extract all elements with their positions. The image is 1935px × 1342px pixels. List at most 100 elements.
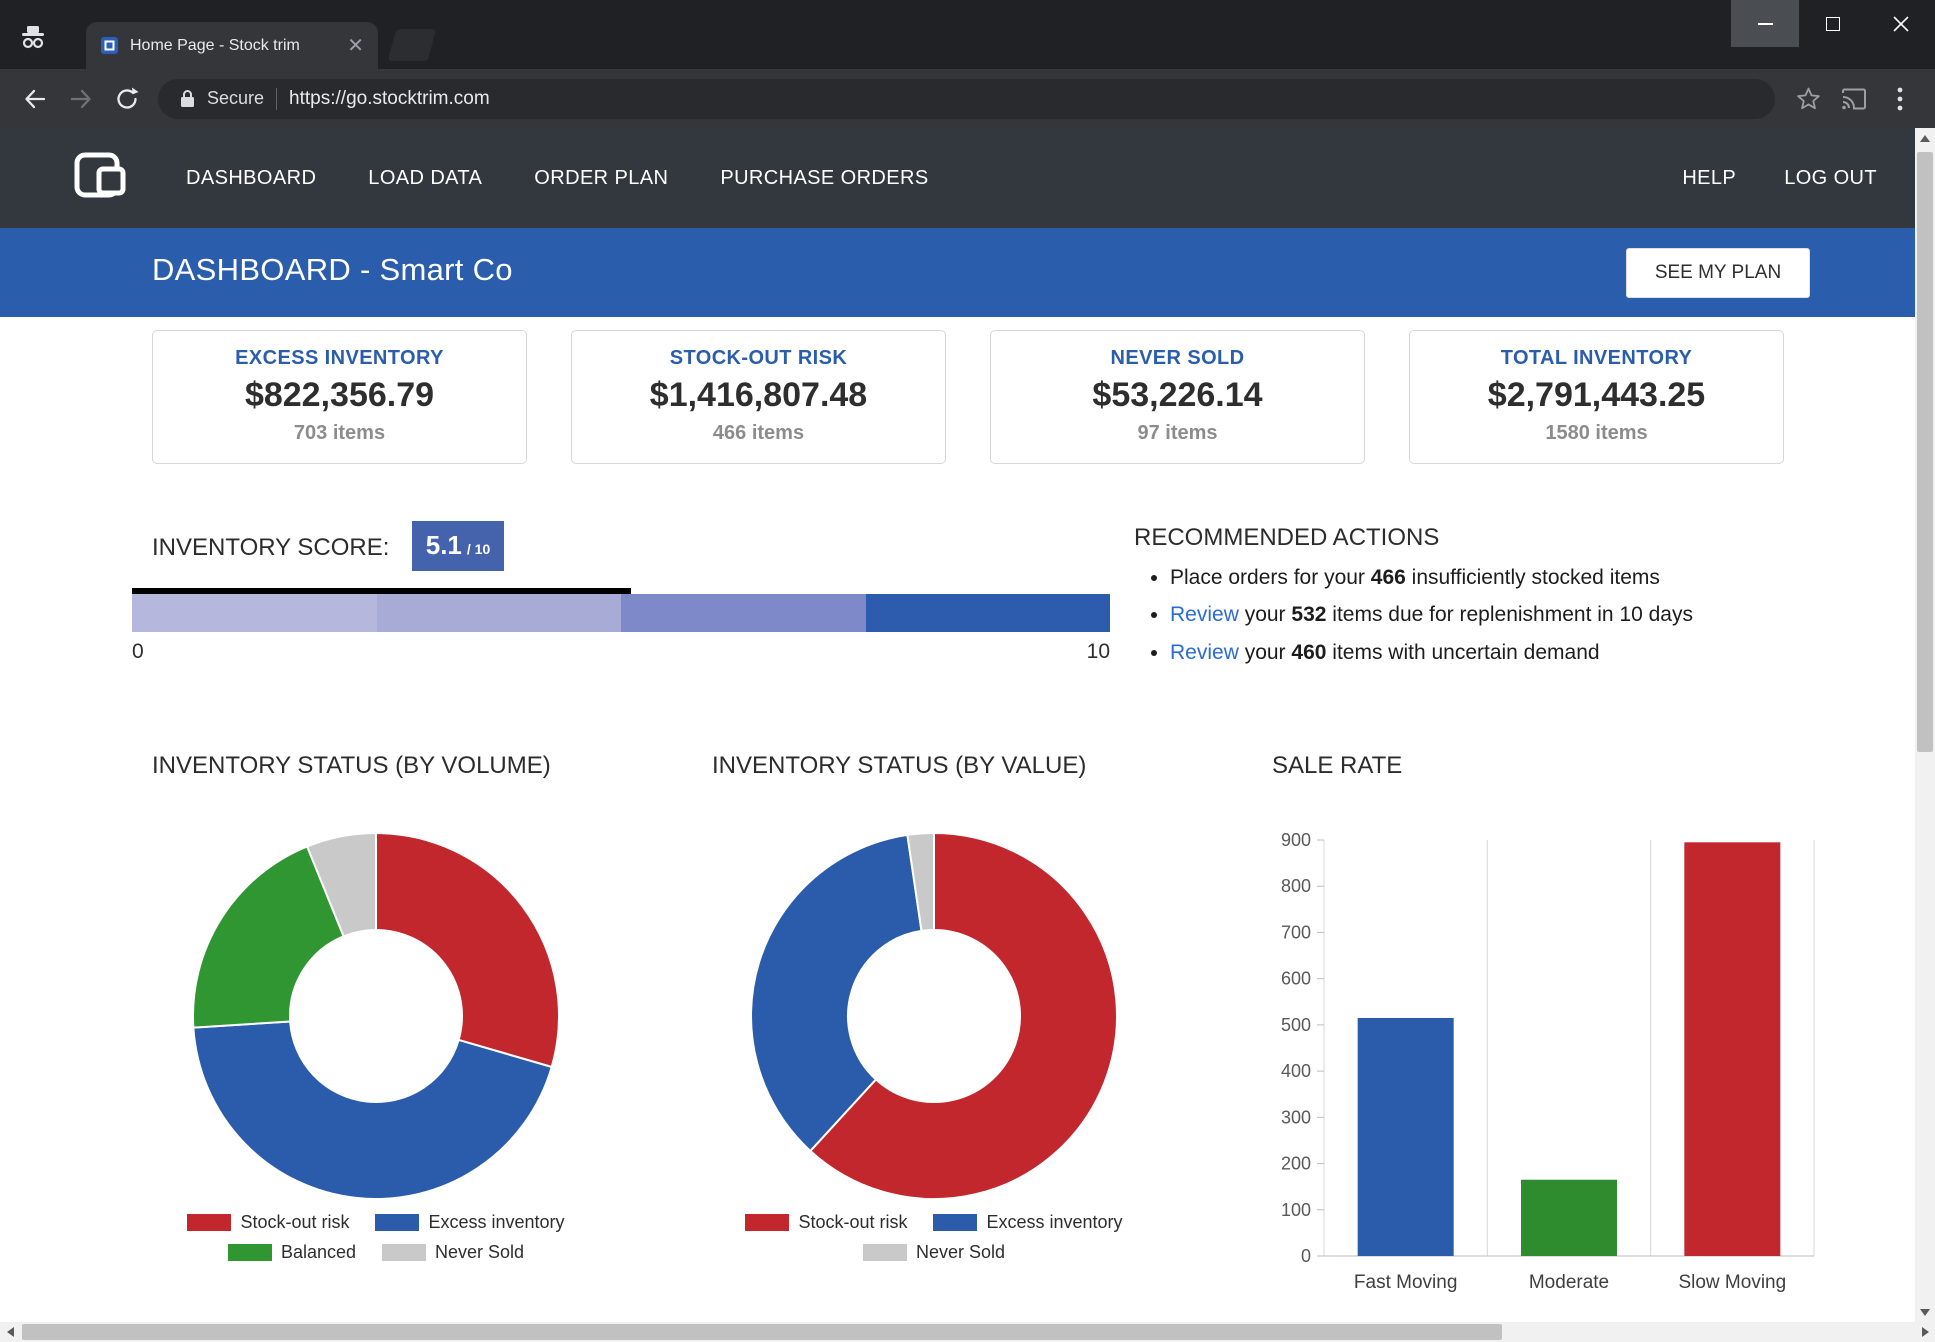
action-text: your	[1238, 640, 1292, 664]
window-minimize-button[interactable]	[1731, 0, 1799, 47]
y-tick-label: 900	[1281, 830, 1311, 850]
review-link[interactable]: Review	[1170, 603, 1239, 627]
inventory-score-label: INVENTORY SCORE:	[152, 534, 390, 561]
donut-slice[interactable]	[750, 833, 923, 1152]
legend-label: Balanced	[280, 1242, 356, 1262]
omnibox-divider	[276, 87, 278, 110]
action-item: Place orders for your 466 insufficiently…	[1170, 564, 1834, 592]
donut-slice[interactable]	[809, 832, 1118, 1200]
y-tick-label: 500	[1281, 1015, 1311, 1035]
address-bar[interactable]: Secure https://go.stocktrim.com	[158, 78, 1775, 119]
review-link[interactable]: Review	[1170, 640, 1239, 664]
donut-slice[interactable]	[192, 845, 345, 1029]
stocktrim-favicon	[100, 36, 119, 55]
y-tick-label: 400	[1281, 1061, 1311, 1081]
horizontal-scrollbar[interactable]	[0, 1322, 1935, 1342]
action-text: your	[1238, 603, 1292, 627]
nav-item-dashboard[interactable]: DASHBOARD	[186, 166, 317, 189]
scroll-right-button[interactable]	[1915, 1322, 1935, 1342]
score-segment	[376, 594, 621, 632]
menu-kebab-icon[interactable]	[1877, 76, 1923, 122]
card-title: TOTAL INVENTORY	[1500, 347, 1693, 369]
legend-label: Excess inventory	[986, 1212, 1123, 1232]
score-suffix: / 10	[466, 541, 491, 557]
legend-row: Stock-out risk Excess inventory	[146, 1212, 606, 1233]
legend-row: Balanced Never Sold	[146, 1242, 606, 1263]
action-text: items with uncertain demand	[1326, 640, 1600, 664]
page-banner: DASHBOARD - Smart Co SEE MY PLAN	[0, 228, 1935, 317]
reload-button[interactable]	[104, 76, 150, 122]
volume-donut-legend: Stock-out risk Excess inventory Balanced Ne…	[146, 1212, 606, 1263]
scroll-down-icon	[1920, 1308, 1930, 1316]
action-text: Place orders for your	[1170, 566, 1371, 589]
secure-label: Secure	[207, 88, 265, 108]
vertical-scrollbar[interactable]	[1915, 128, 1935, 1322]
scroll-left-button[interactable]	[0, 1322, 20, 1342]
tab-title: Home Page - Stock trim	[130, 36, 300, 54]
score-axis: 0 10	[132, 640, 1110, 664]
new-tab-button[interactable]	[387, 29, 437, 61]
y-tick-label: 0	[1301, 1246, 1311, 1266]
window-close-button[interactable]	[1867, 0, 1935, 47]
score-bar	[132, 594, 1110, 632]
forward-button[interactable]	[58, 76, 104, 122]
nav-item-order-plan[interactable]: ORDER PLAN	[534, 166, 669, 189]
legend-item: Excess inventory	[375, 1212, 565, 1233]
nav-item-log-out[interactable]: LOG OUT	[1784, 166, 1877, 189]
tab-close-icon[interactable]: ✕	[347, 34, 364, 57]
legend-swatch	[375, 1214, 420, 1231]
recommended-actions-list: Place orders for your 466 insufficiently…	[1134, 564, 1834, 667]
app-menu-right: HELP LOG OUT	[1682, 167, 1877, 190]
vertical-scrollbar-thumb[interactable]	[1917, 152, 1933, 752]
cast-icon[interactable]	[1831, 76, 1877, 122]
bar-moderate[interactable]	[1521, 1179, 1617, 1256]
inventory-score-badge: 5.1 / 10	[412, 521, 504, 571]
browser-tab[interactable]: Home Page - Stock trim ✕	[86, 22, 378, 69]
scroll-left-icon	[6, 1327, 14, 1337]
chart-title-sale-rate: SALE RATE	[1272, 752, 1403, 779]
sale-rate-chart: 0 100 200 300 400 500 600 700 800 900 Fast Moving M…	[1281, 830, 1815, 1293]
score-marker	[132, 588, 631, 594]
action-item: Review your 460 items with uncertain dem…	[1170, 639, 1834, 667]
donut-slice[interactable]	[192, 1020, 553, 1200]
nav-item-purchase-orders[interactable]: PURCHASE ORDERS	[720, 166, 929, 189]
nav-item-load-data[interactable]: LOAD DATA	[368, 166, 483, 189]
value-donut-legend: Stock-out risk Excess inventory Never Sold	[704, 1212, 1164, 1263]
y-tick-label: 600	[1281, 969, 1311, 989]
card-title: EXCESS INVENTORY	[235, 347, 444, 369]
window-maximize-button[interactable]	[1799, 0, 1867, 47]
inventory-volume-donut	[192, 832, 560, 1200]
action-text: items due for replenishment in 10 days	[1326, 603, 1693, 627]
action-text: 460	[1291, 640, 1327, 664]
card-value: $822,356.79	[244, 376, 435, 414]
app-menu: DASHBOARD LOAD DATA ORDER PLAN PURCHASE …	[186, 167, 929, 190]
page-title: DASHBOARD - Smart Co	[152, 252, 513, 287]
card-title: STOCK-OUT RISK	[669, 347, 848, 369]
scroll-up-icon	[1920, 134, 1930, 142]
action-text: 466	[1370, 566, 1406, 589]
donut-slice[interactable]	[375, 832, 560, 1068]
summary-cards: EXCESS INVENTORY $822,356.79 703 items S…	[152, 330, 1784, 464]
bar-slow-moving[interactable]	[1684, 842, 1781, 1256]
window-controls	[1731, 0, 1935, 47]
bookmark-star-button[interactable]	[1785, 76, 1831, 122]
action-text: insufficiently stocked items	[1405, 566, 1660, 589]
back-button[interactable]	[12, 76, 58, 122]
donut-slice[interactable]	[306, 832, 377, 938]
lock-icon	[181, 90, 194, 107]
legend-swatch	[933, 1214, 978, 1231]
score-axis-min: 0	[132, 640, 144, 663]
card-items: 1580 items	[1545, 422, 1648, 444]
maximize-icon	[1826, 16, 1840, 31]
scroll-up-button[interactable]	[1915, 128, 1935, 148]
x-category-label: Slow Moving	[1678, 1272, 1786, 1293]
nav-item-help[interactable]: HELP	[1682, 166, 1737, 189]
legend-row: Stock-out risk Excess inventory	[704, 1212, 1164, 1233]
incognito-icon	[16, 22, 50, 52]
horizontal-scrollbar-thumb[interactable]	[22, 1324, 1502, 1340]
bar-fast-moving[interactable]	[1357, 1017, 1454, 1256]
donut-slice[interactable]	[906, 832, 935, 932]
see-my-plan-button[interactable]: SEE MY PLAN	[1626, 248, 1810, 298]
scroll-down-button[interactable]	[1915, 1302, 1935, 1322]
